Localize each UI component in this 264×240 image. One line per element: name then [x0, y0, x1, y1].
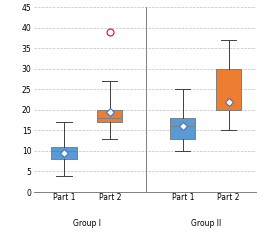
FancyBboxPatch shape — [170, 118, 196, 139]
FancyBboxPatch shape — [216, 69, 241, 110]
FancyBboxPatch shape — [97, 110, 122, 122]
Text: Group I: Group I — [73, 219, 101, 228]
Text: Group II: Group II — [191, 219, 221, 228]
FancyBboxPatch shape — [51, 147, 77, 159]
